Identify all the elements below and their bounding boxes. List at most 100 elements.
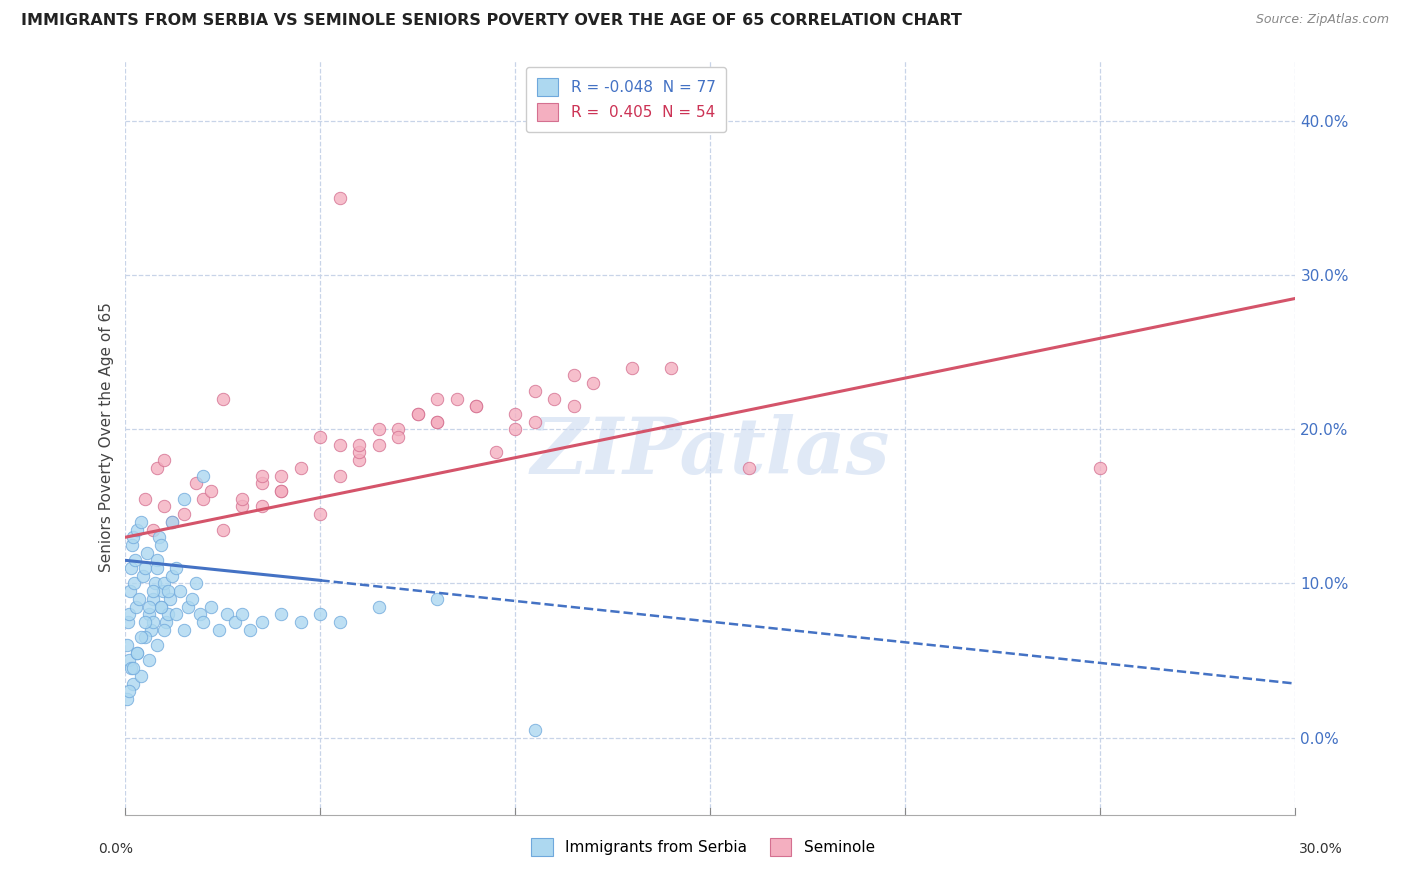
Point [153, 576, 176, 591]
Point [117, 692, 139, 706]
Point [387, 430, 409, 444]
Point [250, 500, 273, 514]
Point [165, 561, 187, 575]
Point [122, 530, 145, 544]
Point [349, 453, 371, 467]
Point [122, 661, 145, 675]
Point [250, 468, 273, 483]
Point [128, 591, 150, 606]
Point [465, 399, 488, 413]
Point [329, 191, 352, 205]
Text: 0.0%: 0.0% [98, 842, 134, 856]
Point [153, 500, 176, 514]
Point [155, 615, 177, 629]
Point [231, 491, 253, 506]
Point [184, 476, 207, 491]
Point [157, 584, 180, 599]
Point [250, 476, 273, 491]
Point [152, 584, 174, 599]
Point [505, 407, 527, 421]
Point [290, 461, 312, 475]
Point [465, 399, 488, 413]
Point [129, 515, 152, 529]
Point [270, 607, 292, 622]
Point [505, 422, 527, 436]
Text: ZIPatlas: ZIPatlas [531, 414, 890, 491]
Point [349, 445, 371, 459]
Point [173, 623, 195, 637]
Point [120, 661, 142, 675]
Point [129, 631, 152, 645]
Point [270, 468, 292, 483]
Point [270, 483, 292, 498]
Point [543, 392, 565, 406]
Point [231, 607, 253, 622]
Point [329, 615, 352, 629]
Point [162, 515, 184, 529]
Point [368, 422, 391, 436]
Point [193, 468, 215, 483]
Point [738, 461, 761, 475]
Point [562, 399, 585, 413]
Point [193, 615, 215, 629]
Point [250, 615, 273, 629]
Point [485, 445, 508, 459]
Point [142, 523, 165, 537]
Point [406, 407, 429, 421]
Point [426, 392, 449, 406]
Point [212, 392, 235, 406]
Point [406, 407, 429, 421]
Point [143, 576, 166, 591]
Point [153, 453, 176, 467]
Point [135, 546, 157, 560]
Point [117, 653, 139, 667]
Point [231, 500, 253, 514]
Point [145, 461, 167, 475]
Point [169, 584, 191, 599]
Point [118, 684, 141, 698]
Text: IMMIGRANTS FROM SERBIA VS SEMINOLE SENIORS POVERTY OVER THE AGE OF 65 CORRELATIO: IMMIGRANTS FROM SERBIA VS SEMINOLE SENIO… [21, 13, 962, 29]
Point [329, 468, 352, 483]
Point [193, 491, 215, 506]
Point [523, 384, 546, 398]
Point [118, 607, 141, 622]
Point [1090, 461, 1112, 475]
Point [215, 607, 238, 622]
Point [129, 669, 152, 683]
Point [368, 599, 391, 614]
Point [224, 615, 246, 629]
Legend: Immigrants from Serbia, Seminole: Immigrants from Serbia, Seminole [526, 832, 880, 862]
Point [121, 538, 143, 552]
Point [122, 676, 145, 690]
Y-axis label: Seniors Poverty Over the Age of 65: Seniors Poverty Over the Age of 65 [100, 302, 114, 572]
Point [117, 638, 139, 652]
Point [426, 591, 449, 606]
Text: Source: ZipAtlas.com: Source: ZipAtlas.com [1256, 13, 1389, 27]
Point [145, 553, 167, 567]
Point [309, 507, 332, 521]
Point [290, 615, 312, 629]
Point [134, 631, 156, 645]
Point [582, 376, 605, 391]
Point [173, 507, 195, 521]
Point [446, 392, 468, 406]
Point [208, 623, 231, 637]
Point [173, 491, 195, 506]
Point [159, 591, 181, 606]
Point [200, 483, 222, 498]
Point [142, 591, 165, 606]
Point [180, 591, 202, 606]
Point [117, 615, 139, 629]
Point [134, 491, 156, 506]
Point [426, 415, 449, 429]
Point [134, 615, 156, 629]
Point [142, 615, 165, 629]
Point [661, 360, 683, 375]
Point [270, 483, 292, 498]
Point [127, 646, 149, 660]
Point [125, 599, 148, 614]
Point [138, 599, 160, 614]
Point [177, 599, 200, 614]
Point [200, 599, 222, 614]
Point [138, 653, 160, 667]
